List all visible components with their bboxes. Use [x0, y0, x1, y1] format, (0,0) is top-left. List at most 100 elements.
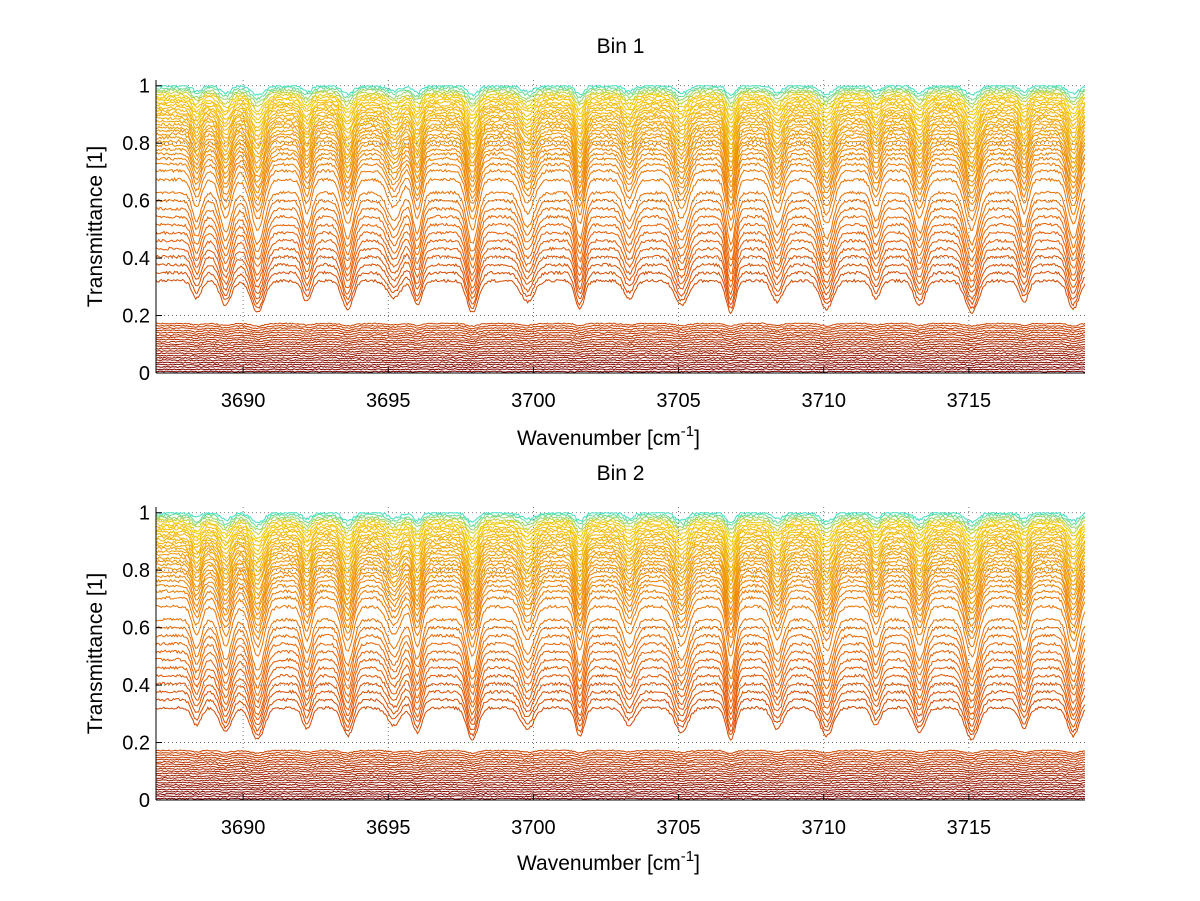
series-line — [156, 168, 1085, 222]
series-line — [156, 774, 1085, 779]
series-line — [156, 795, 1085, 798]
series-line — [156, 540, 1085, 574]
x-tick-label: 3695 — [366, 390, 411, 412]
series-line — [156, 697, 1085, 737]
y-tick-label: 0.8 — [122, 133, 150, 155]
series-line — [156, 230, 1085, 283]
series-line — [156, 589, 1085, 641]
series-line — [156, 753, 1085, 759]
y-tick-label: 0.4 — [122, 675, 150, 697]
series-line — [156, 254, 1085, 301]
series-line — [156, 756, 1085, 761]
series-line — [156, 604, 1085, 658]
series-line — [156, 349, 1085, 354]
series-line — [156, 512, 1085, 528]
series-line — [156, 797, 1085, 800]
series-line — [156, 641, 1085, 696]
series-line — [156, 363, 1085, 367]
series-line — [156, 769, 1085, 774]
series-line — [156, 97, 1085, 121]
series-line — [156, 665, 1085, 716]
series-line — [156, 128, 1085, 170]
x-axis-label: Wavenumber [cm-1] — [517, 848, 700, 875]
series-line — [156, 511, 1085, 524]
series-line — [156, 105, 1085, 134]
y-tick-label: 0 — [139, 790, 150, 812]
x-tick-label: 3710 — [801, 817, 846, 839]
series-line — [156, 345, 1085, 349]
series-line — [156, 139, 1085, 184]
x-tick-label: 3710 — [801, 390, 846, 412]
series-line — [156, 543, 1085, 578]
series-line — [156, 151, 1085, 201]
series-line — [156, 326, 1085, 332]
series-line — [156, 681, 1085, 728]
x-tick-label: 3715 — [947, 817, 992, 839]
y-tick-label: 0.2 — [122, 733, 150, 755]
chart-title: Bin 1 — [597, 35, 645, 58]
series-line — [156, 574, 1085, 622]
series-line — [156, 779, 1085, 783]
series-line — [156, 322, 1085, 328]
x-tick-label: 3705 — [656, 817, 701, 839]
subplot-2: 3690 3695 3700 3705 3710 3715 0 0.2 0.4 0.6 0.8 1 Bi… — [84, 462, 1085, 875]
series-line — [156, 119, 1085, 156]
series-line — [156, 514, 1085, 532]
y-tick-label: 0 — [139, 363, 150, 385]
series-line — [156, 100, 1085, 126]
series-line — [156, 340, 1085, 345]
series-line — [156, 524, 1085, 548]
series-line — [156, 765, 1085, 770]
series-line — [156, 617, 1085, 673]
series-line — [156, 785, 1085, 789]
series-line — [156, 190, 1085, 247]
series-line — [156, 751, 1085, 757]
series-line — [156, 368, 1085, 371]
subplot-1: 3690 3695 3700 3705 3710 3715 0 0.2 0.4 0.6 0.8 1 Bi… — [84, 35, 1085, 450]
series-line — [156, 526, 1085, 553]
x-tick-label: 3715 — [947, 390, 992, 412]
series-line — [156, 549, 1085, 587]
series-line — [156, 147, 1085, 195]
series-line — [156, 222, 1085, 276]
series-line — [156, 177, 1085, 232]
series-line — [156, 534, 1085, 565]
series-line — [156, 649, 1085, 704]
x-tick-label: 3700 — [511, 390, 556, 412]
series-line — [156, 633, 1085, 690]
series-line — [156, 583, 1085, 634]
series-line — [156, 107, 1085, 138]
x-tick-label: 3695 — [366, 817, 411, 839]
y-tick-label: 0.2 — [122, 306, 150, 328]
x-axis-label: Wavenumber [cm-1] — [517, 423, 700, 450]
series-line — [156, 324, 1085, 330]
series-line — [156, 522, 1085, 545]
y-axis-label: Transmittance [1] — [84, 146, 107, 307]
series-line — [156, 352, 1085, 356]
series-line — [156, 342, 1085, 347]
series-line — [156, 206, 1085, 262]
series-line — [156, 331, 1085, 336]
series-line — [156, 365, 1085, 369]
series-line — [156, 85, 1085, 101]
x-tick-label: 3705 — [656, 390, 701, 412]
series-line — [156, 110, 1085, 142]
series-line — [156, 555, 1085, 597]
series-line — [156, 537, 1085, 569]
series-line — [156, 88, 1085, 105]
series-line — [156, 347, 1085, 352]
series-line — [156, 758, 1085, 763]
series-line — [156, 760, 1085, 766]
chart-title: Bin 2 — [597, 462, 645, 485]
series-line — [156, 519, 1085, 540]
x-tick-label: 3690 — [221, 390, 266, 412]
series-line — [156, 788, 1085, 792]
y-tick-label: 1 — [139, 503, 150, 525]
series-line — [156, 92, 1085, 113]
y-tick-label: 1 — [139, 76, 150, 98]
series-line — [156, 262, 1085, 306]
series-line — [156, 705, 1085, 741]
series-line — [156, 336, 1085, 341]
series-line — [156, 246, 1085, 296]
